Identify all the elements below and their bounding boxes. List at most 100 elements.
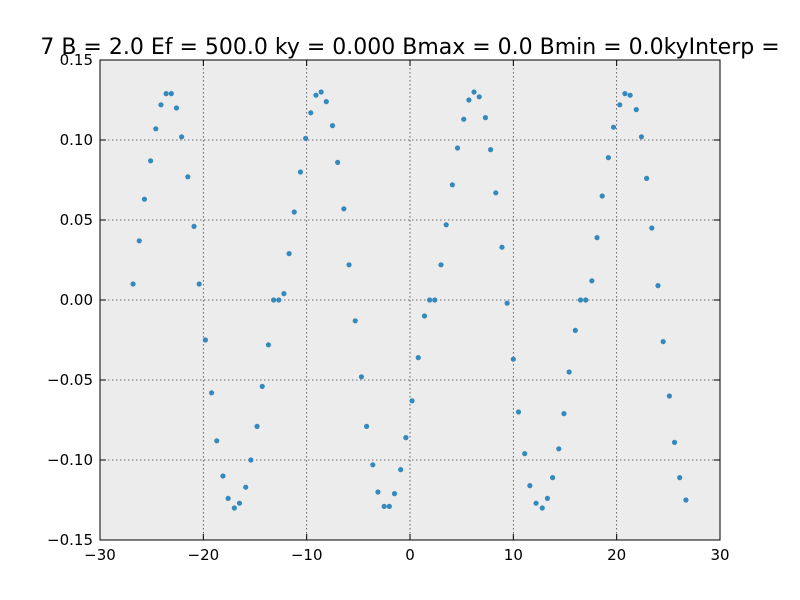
scatter-point bbox=[683, 497, 689, 503]
chart-title: 7 B = 2.0 Ef = 500.0 ky = 0.000 Bmax = 0… bbox=[40, 35, 779, 60]
scatter-point bbox=[466, 97, 472, 103]
scatter-point bbox=[209, 390, 215, 396]
scatter-point bbox=[666, 393, 672, 399]
scatter-point bbox=[550, 475, 556, 481]
axis-ticks: −30 −20 −10 0 10 20 30 −0.15 −0.10 −0.05 0.00 0.05 0… bbox=[47, 51, 730, 564]
scatter-point bbox=[243, 484, 249, 490]
scatter-point bbox=[335, 159, 341, 165]
scatter-point bbox=[148, 158, 154, 164]
scatter-point bbox=[276, 297, 282, 303]
scatter-point bbox=[398, 467, 404, 473]
scatter-point bbox=[168, 91, 174, 97]
y-tick-label: 0.15 bbox=[60, 51, 93, 69]
scatter-point bbox=[271, 297, 277, 303]
scatter-point bbox=[141, 196, 148, 202]
scatter-point bbox=[386, 503, 392, 509]
scatter-point bbox=[163, 91, 169, 97]
scatter-point bbox=[617, 102, 623, 108]
y-tick-label: 0.05 bbox=[60, 211, 93, 229]
scatter-point bbox=[605, 155, 612, 161]
y-tick-label: 0.00 bbox=[60, 291, 93, 309]
scatter-point bbox=[655, 283, 661, 289]
scatter-point bbox=[281, 291, 287, 297]
y-tick-label: −0.05 bbox=[47, 371, 93, 389]
scatter-point bbox=[432, 297, 438, 303]
x-tick-label: 30 bbox=[710, 546, 729, 564]
y-tick-label: 0.10 bbox=[60, 131, 93, 149]
scatter-point bbox=[236, 500, 243, 506]
scatter-point bbox=[341, 206, 347, 212]
scatter-point bbox=[471, 89, 477, 95]
scatter-point bbox=[522, 451, 528, 457]
scatter-point bbox=[136, 238, 142, 244]
scatter-point bbox=[158, 102, 164, 108]
scatter-point bbox=[443, 222, 449, 228]
scatter-point bbox=[599, 193, 605, 199]
scatter-point bbox=[677, 475, 683, 481]
scatter-point bbox=[265, 342, 272, 348]
scatter-point bbox=[391, 491, 398, 497]
scatter-point bbox=[583, 297, 589, 303]
scatter-point bbox=[231, 505, 237, 511]
scatter-point bbox=[660, 339, 666, 345]
scatter-point bbox=[308, 110, 314, 116]
scatter-point bbox=[346, 262, 352, 268]
scatter-point bbox=[671, 439, 678, 445]
x-tick-label: 0 bbox=[405, 546, 415, 564]
scatter-point bbox=[286, 251, 292, 257]
x-tick-label: −10 bbox=[291, 546, 323, 564]
scatter-point bbox=[318, 89, 324, 95]
scatter-point bbox=[622, 91, 628, 97]
x-tick-label: 20 bbox=[607, 546, 626, 564]
scatter-point bbox=[259, 383, 265, 389]
scatter-point bbox=[561, 411, 567, 417]
scatter-point bbox=[248, 457, 254, 463]
scatter-point bbox=[504, 300, 510, 306]
scatter-point bbox=[214, 438, 220, 444]
scatter-point bbox=[220, 473, 226, 479]
scatter-point bbox=[610, 124, 617, 130]
scatter-points bbox=[130, 89, 689, 511]
scatter-point bbox=[499, 244, 505, 250]
scatter-point bbox=[329, 123, 336, 129]
y-tick-label: −0.15 bbox=[47, 531, 93, 549]
scatter-point bbox=[370, 462, 376, 468]
scatter-point bbox=[375, 489, 381, 495]
scatter-point bbox=[196, 281, 202, 287]
scatter-point bbox=[202, 337, 208, 343]
scatter-point bbox=[510, 356, 516, 362]
scatter-point bbox=[427, 297, 433, 303]
scatter-point bbox=[488, 147, 494, 153]
scatter-point bbox=[403, 435, 409, 441]
scatter-point bbox=[449, 182, 455, 188]
scatter-point bbox=[638, 134, 645, 140]
scatter-point bbox=[303, 135, 309, 141]
scatter-point bbox=[649, 225, 655, 231]
scatter-point bbox=[225, 495, 231, 501]
scatter-point bbox=[191, 223, 197, 229]
scatter-point bbox=[291, 209, 297, 215]
x-tick-label: −20 bbox=[188, 546, 220, 564]
x-tick-label: 10 bbox=[504, 546, 523, 564]
scatter-point bbox=[556, 446, 562, 452]
scatter-point bbox=[515, 409, 522, 415]
y-tick-label: −0.10 bbox=[47, 451, 93, 469]
scatter-point bbox=[438, 262, 444, 268]
scatter-point bbox=[185, 174, 191, 180]
x-tick-label: −30 bbox=[84, 546, 116, 564]
scatter-point bbox=[539, 505, 545, 511]
scatter-point bbox=[323, 99, 329, 105]
scatter-point bbox=[153, 126, 159, 132]
scatter-point bbox=[254, 423, 260, 429]
scatter-point bbox=[589, 278, 595, 284]
scatter-point bbox=[421, 313, 428, 319]
scatter-point bbox=[566, 369, 572, 375]
scatter-point bbox=[173, 105, 180, 111]
scatter-point bbox=[572, 327, 578, 333]
scatter-point bbox=[461, 116, 467, 122]
scatter-point bbox=[352, 318, 358, 324]
scatter-point bbox=[130, 281, 136, 287]
scatter-point bbox=[627, 92, 633, 98]
scatter-point bbox=[454, 145, 461, 151]
